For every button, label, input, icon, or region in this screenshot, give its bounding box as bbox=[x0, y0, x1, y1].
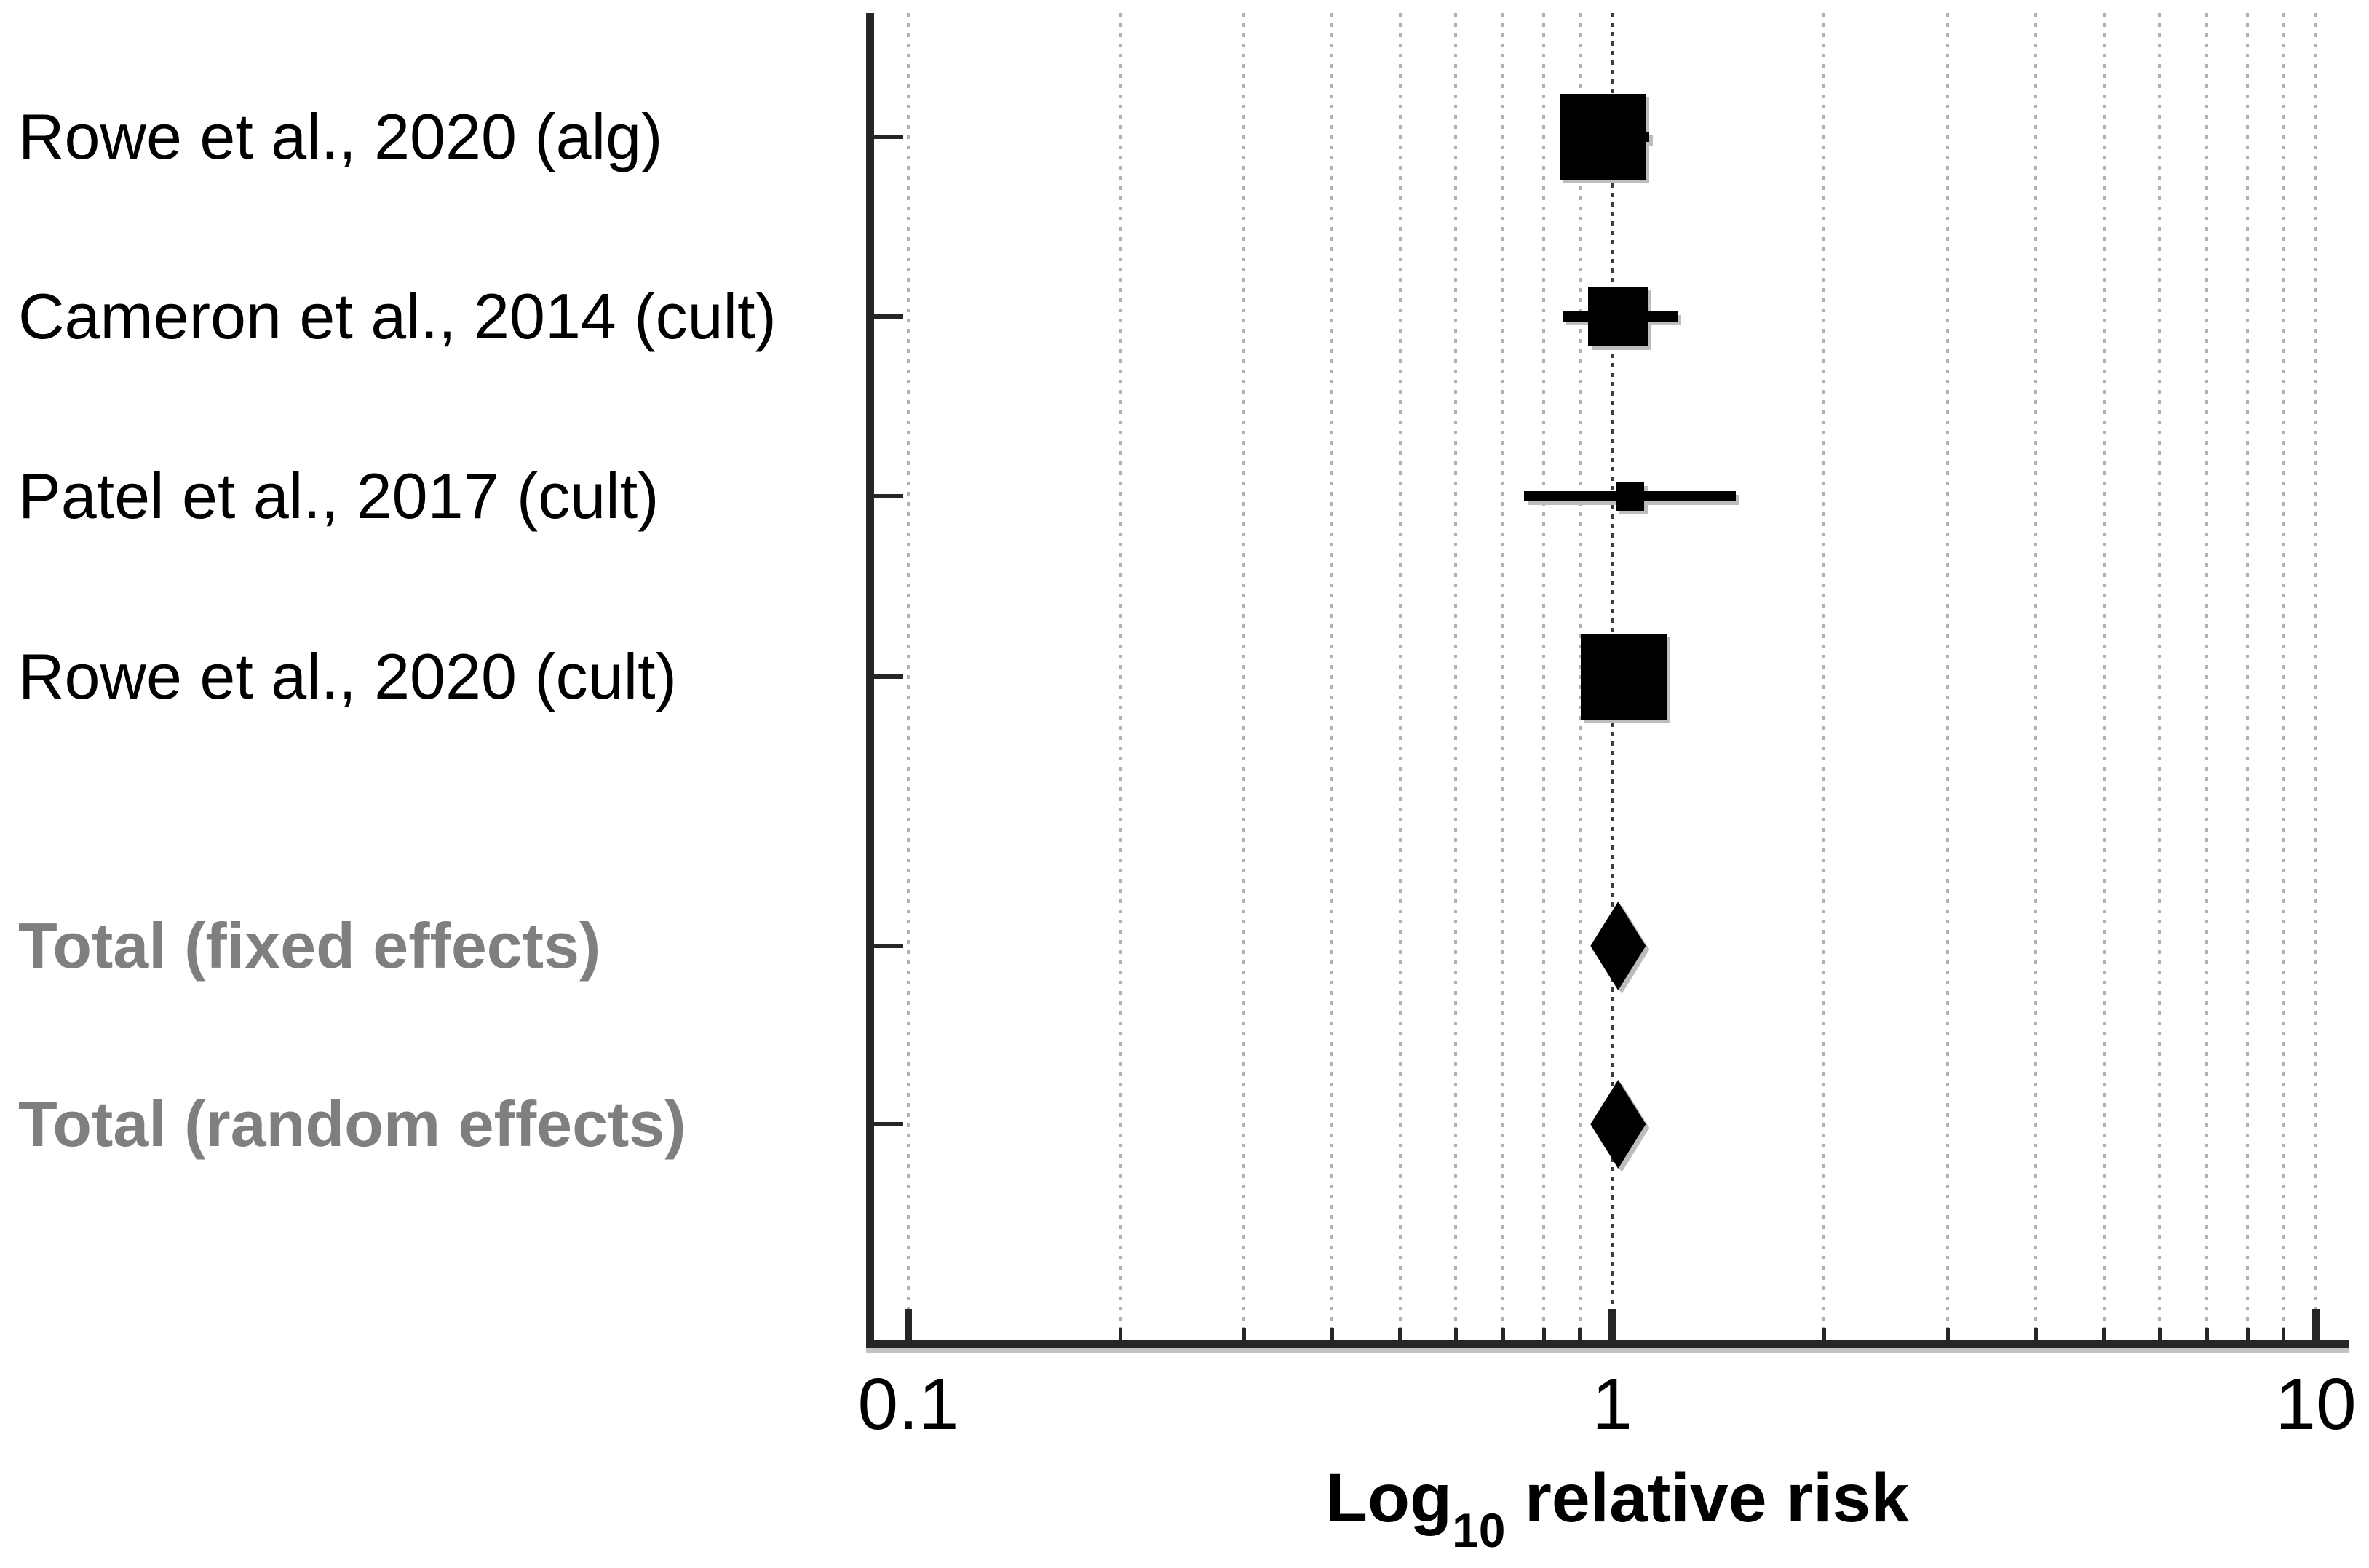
x-major-tick bbox=[2312, 1309, 2320, 1340]
gridline bbox=[2314, 13, 2317, 1340]
x-minor-tick bbox=[1541, 1328, 1546, 1340]
gridline bbox=[2246, 13, 2250, 1340]
gridline bbox=[1119, 13, 1122, 1340]
y-axis-line bbox=[866, 13, 874, 1348]
study-row-label: Patel et al., 2017 (cult) bbox=[18, 460, 659, 532]
y-row-tick bbox=[874, 135, 903, 139]
pooled-effect-diamond bbox=[1590, 902, 1646, 990]
x-axis-title: Log10 relative risk bbox=[1325, 1464, 1909, 1554]
x-minor-tick bbox=[1945, 1328, 1950, 1340]
x-major-tick bbox=[1608, 1309, 1616, 1340]
total-row-label: Total (random effects) bbox=[18, 1088, 686, 1160]
y-row-tick bbox=[874, 1122, 903, 1126]
study-row-label: Cameron et al., 2014 (cult) bbox=[18, 280, 777, 352]
total-row-label: Total (fixed effects) bbox=[18, 910, 601, 982]
x-minor-tick bbox=[2282, 1328, 2286, 1340]
gridline bbox=[2034, 13, 2038, 1340]
gridline bbox=[1946, 13, 1950, 1340]
gridline bbox=[1330, 13, 1334, 1340]
gridline bbox=[1542, 13, 1546, 1340]
gridline bbox=[2282, 13, 2285, 1340]
x-minor-tick bbox=[2033, 1328, 2038, 1340]
effect-size-square bbox=[1588, 287, 1648, 346]
x-minor-tick bbox=[1501, 1328, 1505, 1340]
x-tick-label: 1 bbox=[1592, 1364, 1632, 1445]
x-major-tick bbox=[905, 1309, 912, 1340]
gridline bbox=[2102, 13, 2106, 1340]
pooled-effect-diamond bbox=[1590, 1080, 1646, 1169]
x-minor-tick bbox=[1578, 1328, 1582, 1340]
x-minor-tick bbox=[2245, 1328, 2250, 1340]
x-minor-tick bbox=[1242, 1328, 1246, 1340]
x-minor-tick bbox=[2157, 1328, 2162, 1340]
x-minor-tick bbox=[1118, 1328, 1122, 1340]
x-tick-label: 0.1 bbox=[857, 1364, 959, 1445]
y-row-tick bbox=[874, 494, 903, 498]
x-minor-tick bbox=[1453, 1328, 1458, 1340]
x-minor-tick bbox=[1822, 1328, 1826, 1340]
x-tick-label: 10 bbox=[2275, 1364, 2357, 1445]
x-axis-title-suffix: relative risk bbox=[1505, 1460, 1910, 1537]
x-axis-title-subscript: 10 bbox=[1452, 1503, 1506, 1557]
y-row-tick bbox=[874, 314, 903, 319]
gridline bbox=[1242, 13, 1246, 1340]
y-row-tick bbox=[874, 944, 903, 948]
effect-size-square bbox=[1615, 482, 1644, 511]
x-minor-tick bbox=[2102, 1328, 2106, 1340]
x-axis-line bbox=[866, 1340, 2349, 1348]
gridline bbox=[1578, 13, 1582, 1340]
x-axis-title-prefix: Log bbox=[1325, 1460, 1453, 1537]
x-minor-tick bbox=[1398, 1328, 1402, 1340]
gridline bbox=[1501, 13, 1505, 1340]
gridline bbox=[1398, 13, 1402, 1340]
x-minor-tick bbox=[2205, 1328, 2209, 1340]
study-row-label: Rowe et al., 2020 (alg) bbox=[18, 100, 663, 172]
effect-size-square bbox=[1560, 94, 1646, 180]
gridline bbox=[1454, 13, 1458, 1340]
gridline bbox=[1822, 13, 1826, 1340]
gridline bbox=[2158, 13, 2162, 1340]
gridline bbox=[2205, 13, 2209, 1340]
effect-size-square bbox=[1581, 634, 1667, 720]
y-row-tick bbox=[874, 674, 903, 679]
x-minor-tick bbox=[1330, 1328, 1334, 1340]
study-row-label: Rowe et al., 2020 (cult) bbox=[18, 640, 677, 712]
gridline bbox=[907, 13, 910, 1340]
